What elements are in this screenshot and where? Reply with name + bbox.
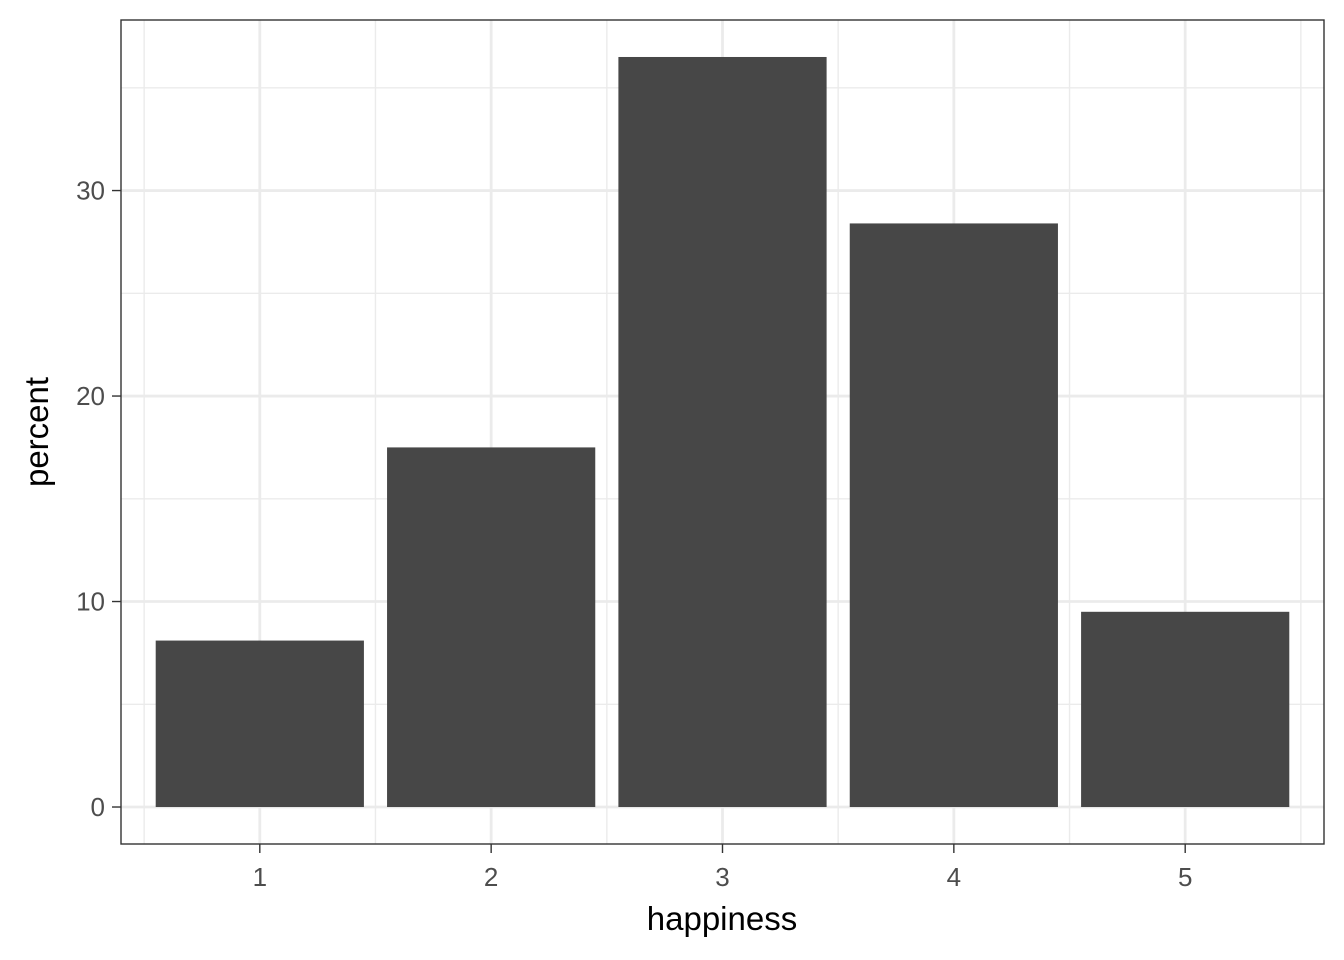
x-axis: 1 2 3 4 5 bbox=[253, 844, 1192, 892]
bars bbox=[155, 56, 1290, 808]
y-tick-label: 10 bbox=[76, 587, 105, 617]
bar-2 bbox=[387, 447, 596, 808]
x-axis-title: happiness bbox=[647, 900, 797, 937]
y-tick-label: 0 bbox=[91, 792, 105, 822]
bar-1 bbox=[155, 640, 364, 808]
bar-4 bbox=[849, 223, 1058, 808]
x-tick-label: 5 bbox=[1178, 862, 1192, 892]
x-tick-label: 4 bbox=[947, 862, 961, 892]
bar-3 bbox=[618, 56, 827, 808]
bar-5 bbox=[1081, 611, 1290, 808]
y-tick-label: 20 bbox=[76, 381, 105, 411]
x-tick-label: 2 bbox=[484, 862, 498, 892]
y-axis-title: percent bbox=[18, 377, 55, 487]
x-tick-label: 3 bbox=[715, 862, 729, 892]
x-tick-label: 1 bbox=[253, 862, 267, 892]
y-tick-label: 30 bbox=[76, 176, 105, 206]
y-axis: 0 10 20 30 bbox=[76, 176, 121, 822]
